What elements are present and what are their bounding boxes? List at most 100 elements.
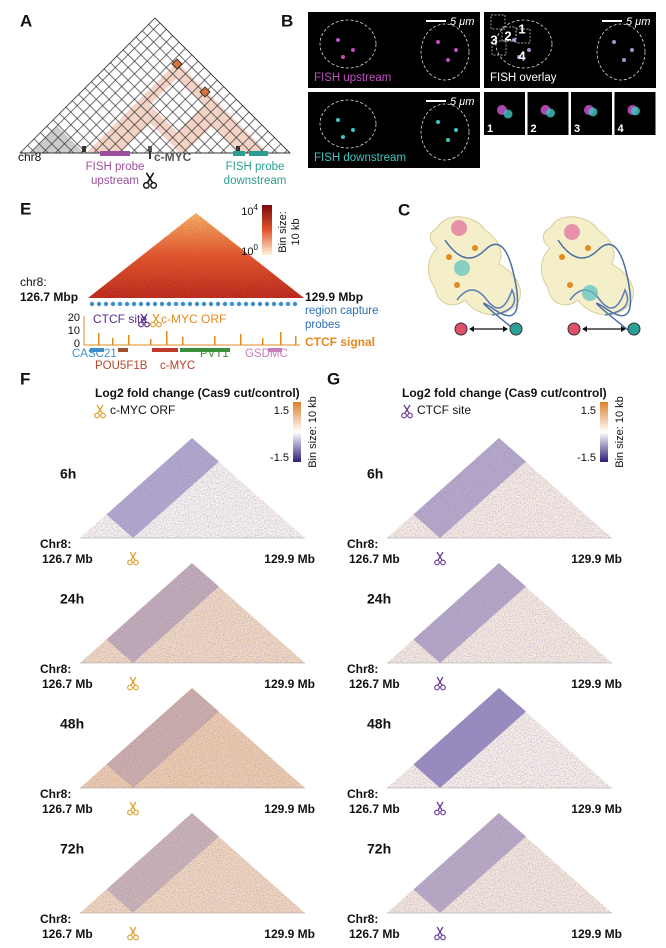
distance-end <box>627 322 641 336</box>
capture-probe <box>292 301 298 307</box>
scissors-icon <box>434 926 446 941</box>
scissors-icon <box>94 404 106 419</box>
scissors-handle <box>440 684 446 691</box>
label: 129.9 Mb <box>571 677 622 691</box>
label: Chr8: <box>347 662 378 676</box>
scissors-blade <box>97 404 104 414</box>
scissors-blade <box>129 551 136 561</box>
signal-tick: 20 <box>68 312 80 324</box>
label: c-MYC ORF <box>110 403 175 417</box>
anchor-tick <box>236 146 240 152</box>
scissors-handle <box>401 412 407 419</box>
scissors-blade <box>404 404 411 414</box>
label: 1 <box>518 21 525 36</box>
scissors-blade <box>153 313 160 323</box>
capture-probe <box>243 301 249 307</box>
colorbar <box>262 205 272 255</box>
capture-probe <box>236 301 242 307</box>
timepoint: 48h <box>60 716 84 732</box>
signal-peak <box>280 332 282 345</box>
colorbar-label: 1.5 <box>581 405 596 417</box>
capture-probe <box>222 301 228 307</box>
timepoint: 48h <box>367 716 391 732</box>
timepoint: 6h <box>367 466 383 482</box>
map-texture <box>80 813 305 913</box>
gene-body <box>152 348 178 352</box>
label: FISH probe <box>86 161 145 173</box>
label: region capture <box>305 305 379 317</box>
fish-spot <box>454 128 458 132</box>
gene-body <box>118 348 128 352</box>
scissors-handle <box>440 934 446 941</box>
label: 5 μm <box>626 16 650 28</box>
label: c-MYC <box>154 150 192 164</box>
map-texture <box>387 688 612 788</box>
label: 126.7 Mb <box>349 552 400 566</box>
nucleus-outline <box>420 23 470 81</box>
capture-probe <box>271 301 277 307</box>
timepoint: 24h <box>367 591 391 607</box>
anchor-dot <box>567 282 573 288</box>
label: Chr8: <box>40 787 71 801</box>
capture-probe <box>89 301 95 307</box>
capture-probe <box>152 301 158 307</box>
label: 126.7 Mb <box>42 802 93 816</box>
distance-end <box>509 322 523 336</box>
bin-size: Bin size: 10 kb <box>307 396 319 468</box>
scissors-handle <box>138 321 144 328</box>
scissors-blade <box>141 313 148 323</box>
capture-probe <box>201 301 207 307</box>
label: 3 <box>574 123 580 135</box>
scissors-blade <box>129 676 136 686</box>
capture-probe <box>215 301 221 307</box>
scissors-handle <box>142 181 150 189</box>
label: chr8 <box>18 150 42 164</box>
scissors-handle <box>156 321 162 328</box>
scissors-handle <box>133 934 139 941</box>
scissors-handle <box>94 412 100 419</box>
scissors-blade <box>436 926 443 936</box>
label: CASC21 <box>72 348 117 360</box>
label: 126.7 Mb <box>349 677 400 691</box>
label: FISH overlay <box>490 72 557 84</box>
scissors-handle <box>144 321 150 328</box>
scissors-icon <box>401 404 413 419</box>
gene-mark <box>149 151 151 159</box>
scissors-blade <box>130 551 137 561</box>
capture-probe <box>208 301 214 307</box>
fish-spot <box>622 58 626 62</box>
nucleus-outline <box>420 103 470 161</box>
fish-spot <box>454 48 458 52</box>
anchor-dot <box>472 245 478 251</box>
fish-spot <box>512 38 516 42</box>
inset-spot <box>503 109 513 119</box>
label: Log2 fold change (Cas9 cut/control) <box>95 386 300 400</box>
distance-end <box>454 322 468 336</box>
nucleus-outline <box>319 99 377 149</box>
colorbar <box>293 402 301 462</box>
scissors-handle <box>127 559 133 566</box>
capture-probe <box>110 301 116 307</box>
panel-label: G <box>327 369 340 388</box>
fish-spot <box>517 55 521 59</box>
anchor-dot <box>585 245 591 251</box>
signal-peak <box>240 334 242 345</box>
fish-spot <box>341 55 345 59</box>
scissors-blade <box>403 404 410 414</box>
scissors-handle <box>440 809 446 816</box>
capture-probe <box>124 301 130 307</box>
fish-image <box>308 92 480 168</box>
label: chr8: <box>20 275 47 289</box>
scissors-handle <box>100 412 106 419</box>
label: 129.9 Mb <box>264 927 315 941</box>
capture-probe <box>173 301 179 307</box>
fish-spot <box>612 40 616 44</box>
colorbar-base: 10 <box>241 246 253 258</box>
signal-peak <box>182 337 184 345</box>
scissors-handle <box>440 559 446 566</box>
bin-size: Bin size: 10 kb <box>614 396 626 468</box>
timepoint: 72h <box>60 841 84 857</box>
nucleus-outline <box>596 23 646 81</box>
scissors-icon <box>127 801 139 816</box>
probe-cluster <box>582 285 598 301</box>
